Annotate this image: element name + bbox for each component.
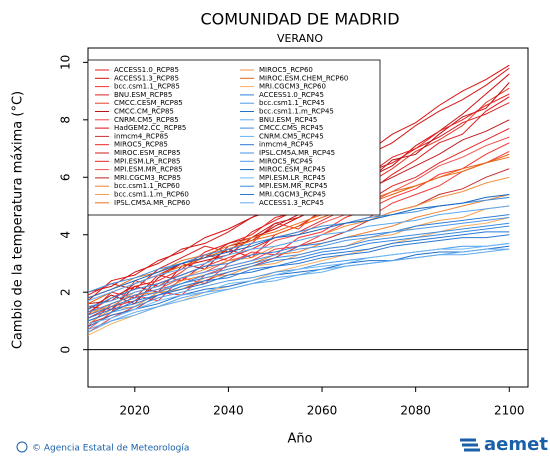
x-tick-label: 2080	[400, 404, 431, 418]
legend-label: IPSL.CM5A.MR_RCP60	[114, 199, 190, 207]
series-line	[88, 242, 510, 325]
legend-label: bcc.csm1.1_RCP45	[259, 99, 325, 107]
legend-label: MPI.ESM.MR_RCP85	[114, 166, 183, 174]
legend-box	[87, 59, 381, 216]
legend-label: bcc.csm1.1_RCP60	[114, 182, 180, 190]
logo-text: aemet	[484, 434, 548, 455]
series-line	[88, 231, 510, 322]
legend-label: BNU.ESM_RCP45	[259, 116, 317, 124]
legend-label: ACCESS1.0_RCP85	[114, 66, 179, 74]
x-tick-label: 2060	[307, 404, 338, 418]
legend-label: MRI.CGCM3_RCP60	[259, 83, 326, 91]
y-tick-label: 2	[59, 288, 73, 296]
series-line	[88, 214, 510, 310]
legend-label: HadGEM2.CC_RCP85	[114, 124, 186, 132]
legend-label: CMCC.CM_RCP85	[114, 108, 174, 116]
series-line	[88, 217, 510, 308]
y-tick-label: 4	[59, 231, 73, 239]
footer-text: © Agencia Estatal de Meteorología	[32, 444, 189, 454]
legend-label: ACCESS1.3_RCP85	[114, 74, 179, 82]
legend-label: MIROC5_RCP45	[259, 157, 313, 165]
legend-label: inmcm4_RCP45	[259, 141, 313, 149]
plot-frame	[87, 47, 529, 388]
legend-label: bcc.csm1.1.m_RCP60	[114, 191, 189, 199]
x-tick-label: 2040	[213, 404, 244, 418]
y-tick-label: 8	[59, 116, 73, 124]
y-axis-label: Cambio de la temperatura máxima (°C)	[11, 91, 26, 349]
legend-label: MIROC5_RCP60	[259, 66, 313, 74]
series-line	[88, 205, 510, 302]
legend-label: MPI.ESM.MR_RCP45	[259, 182, 328, 190]
legend-label: MPI.ESM.LR_RCP85	[114, 157, 180, 165]
x-axis-label: Año	[287, 432, 312, 447]
x-tick-label: 2100	[494, 404, 525, 418]
legend-label: MRI.CGCM3_RCP45	[259, 191, 326, 199]
legend-label: MRI.CGCM3_RCP85	[114, 174, 181, 182]
series-line	[88, 225, 510, 316]
legend-label: MIROC.ESM.CHEM_RCP60	[259, 74, 348, 82]
y-tick-label: 0	[59, 346, 73, 354]
series-line	[88, 222, 510, 313]
legend-label: CNRM.CM5_RCP85	[114, 116, 179, 124]
legend-label: BNU.ESM_RCP85	[114, 91, 172, 99]
legend-label: CNRM.CM5_RCP45	[259, 132, 324, 140]
legend-label: inmcm4_RCP85	[114, 132, 168, 140]
legend-label: bcc.csm1.1.m_RCP45	[259, 108, 334, 116]
series-line	[88, 245, 510, 328]
series-line	[88, 194, 510, 299]
legend-label: ACCESS1.3_RCP45	[259, 199, 324, 207]
chart-subtitle: VERANO	[277, 32, 323, 45]
legend-label: MPI.ESM.LR_RCP45	[259, 174, 325, 182]
legend-label: CMCC.CESM_RCP85	[114, 99, 183, 107]
chart-title: COMUNIDAD DE MADRID	[200, 10, 399, 29]
y-tick-label: 6	[59, 173, 73, 181]
footer-icon	[16, 441, 28, 453]
legend-label: MIROC5_RCP85	[114, 141, 168, 149]
legend-label: CMCC.CMS_RCP45	[259, 124, 323, 132]
y-tick-label: 10	[59, 55, 73, 70]
legend-label: IPSL.CM5A.MR_RCP45	[259, 149, 335, 157]
legend-label: MIROC.ESM_RCP85	[114, 149, 181, 157]
series-line	[88, 248, 510, 330]
plot-lines	[88, 64, 528, 351]
x-tick-label: 2020	[120, 404, 151, 418]
legend-label: MIROC.ESM_RCP45	[259, 166, 326, 174]
legend-label: bcc.csm1.1_RCP85	[114, 83, 180, 91]
logo-icon	[460, 438, 480, 452]
legend-label: ACCESS1.0_RCP45	[259, 91, 324, 99]
